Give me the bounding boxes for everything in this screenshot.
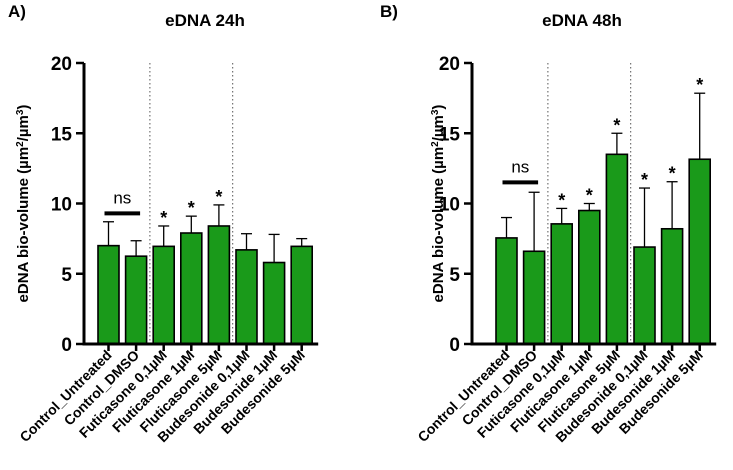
- bar: [235, 249, 258, 345]
- bar: [180, 232, 203, 345]
- panel-b: B) eDNA 48h * *** **ns05101520Control_Untr…: [380, 2, 717, 445]
- bar: [660, 227, 684, 345]
- bar: [97, 244, 120, 345]
- significance-star: *: [669, 164, 676, 184]
- bar: [633, 246, 656, 345]
- significance-star: *: [558, 190, 565, 210]
- bar: [124, 255, 148, 345]
- ns-label: ns: [511, 157, 529, 176]
- bar: [550, 223, 574, 345]
- significance-star: *: [586, 186, 593, 206]
- y-axis-label: eDNA bio-volume (µm2/µm3): [430, 105, 448, 303]
- bar: [577, 209, 601, 345]
- bar: [207, 225, 231, 345]
- bar: [262, 261, 286, 345]
- y-tick-label: 20: [439, 54, 460, 75]
- y-tick-label: 5: [449, 265, 460, 286]
- bar: [688, 158, 712, 345]
- y-tick-label: 5: [61, 265, 72, 286]
- panel-label: A): [8, 2, 26, 21]
- y-tick-label: 15: [51, 124, 73, 145]
- bar: [522, 250, 546, 345]
- y-tick-label: 10: [51, 195, 72, 216]
- bar: [495, 237, 518, 345]
- panel-label: B): [380, 2, 398, 21]
- significance-star: *: [641, 170, 648, 190]
- ns-label: ns: [113, 188, 131, 207]
- y-tick-label: 20: [51, 54, 72, 75]
- significance-star: *: [215, 187, 222, 207]
- bar: [152, 245, 175, 345]
- significance-star: *: [696, 75, 703, 95]
- y-tick-label: 15: [439, 124, 461, 145]
- y-axis-label: eDNA bio-volume (µm2/µm3): [15, 105, 33, 303]
- panel-a: A) eDNA 24h * **ns05101520Control_Untreat…: [8, 2, 319, 445]
- bar: [290, 245, 314, 345]
- chart-title: eDNA 24h: [165, 11, 245, 30]
- significance-star: *: [160, 208, 167, 228]
- bar: [605, 153, 629, 345]
- significance-star: *: [188, 198, 195, 218]
- chart-title: eDNA 48h: [542, 11, 622, 30]
- significance-star: *: [613, 115, 620, 135]
- y-tick-label: 10: [439, 195, 460, 216]
- y-tick-label: 0: [449, 335, 460, 356]
- y-tick-label: 0: [61, 335, 72, 356]
